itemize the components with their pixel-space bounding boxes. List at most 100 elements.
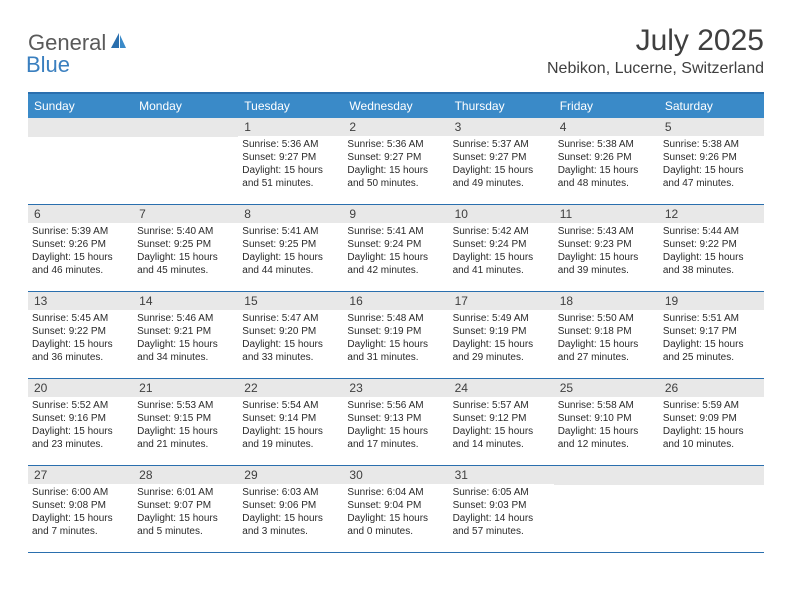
day-number: 23 [343, 379, 448, 397]
day-body: Sunrise: 5:56 AMSunset: 9:13 PMDaylight:… [343, 397, 448, 453]
day-cell: 25Sunrise: 5:58 AMSunset: 9:10 PMDayligh… [554, 379, 659, 465]
month-title: July 2025 [547, 24, 764, 58]
empty-daynum [659, 466, 764, 485]
weekday-thursday: Thursday [449, 94, 554, 118]
calendar-grid: SundayMondayTuesdayWednesdayThursdayFrid… [28, 92, 764, 553]
day-cell [28, 118, 133, 204]
day-body: Sunrise: 5:47 AMSunset: 9:20 PMDaylight:… [238, 310, 343, 366]
day-cell: 9Sunrise: 5:41 AMSunset: 9:24 PMDaylight… [343, 205, 448, 291]
day-cell: 30Sunrise: 6:04 AMSunset: 9:04 PMDayligh… [343, 466, 448, 552]
weekday-sunday: Sunday [28, 94, 133, 118]
day-body: Sunrise: 6:03 AMSunset: 9:06 PMDaylight:… [238, 484, 343, 540]
day-body: Sunrise: 5:39 AMSunset: 9:26 PMDaylight:… [28, 223, 133, 279]
day-body: Sunrise: 5:52 AMSunset: 9:16 PMDaylight:… [28, 397, 133, 453]
day-body: Sunrise: 6:05 AMSunset: 9:03 PMDaylight:… [449, 484, 554, 540]
day-number: 6 [28, 205, 133, 223]
day-number: 4 [554, 118, 659, 136]
day-body: Sunrise: 5:57 AMSunset: 9:12 PMDaylight:… [449, 397, 554, 453]
day-cell: 14Sunrise: 5:46 AMSunset: 9:21 PMDayligh… [133, 292, 238, 378]
day-number: 1 [238, 118, 343, 136]
day-cell: 20Sunrise: 5:52 AMSunset: 9:16 PMDayligh… [28, 379, 133, 465]
day-number: 22 [238, 379, 343, 397]
empty-daynum [28, 118, 133, 137]
day-number: 18 [554, 292, 659, 310]
day-cell: 8Sunrise: 5:41 AMSunset: 9:25 PMDaylight… [238, 205, 343, 291]
day-cell: 21Sunrise: 5:53 AMSunset: 9:15 PMDayligh… [133, 379, 238, 465]
title-block: July 2025 Nebikon, Lucerne, Switzerland [547, 24, 764, 78]
location-text: Nebikon, Lucerne, Switzerland [547, 60, 764, 78]
day-number: 20 [28, 379, 133, 397]
day-body: Sunrise: 5:50 AMSunset: 9:18 PMDaylight:… [554, 310, 659, 366]
weekday-header-row: SundayMondayTuesdayWednesdayThursdayFrid… [28, 94, 764, 118]
day-cell: 22Sunrise: 5:54 AMSunset: 9:14 PMDayligh… [238, 379, 343, 465]
day-number: 19 [659, 292, 764, 310]
day-number: 30 [343, 466, 448, 484]
logo-blue-wrap: Blue [28, 52, 70, 78]
day-cell: 1Sunrise: 5:36 AMSunset: 9:27 PMDaylight… [238, 118, 343, 204]
day-cell: 27Sunrise: 6:00 AMSunset: 9:08 PMDayligh… [28, 466, 133, 552]
day-body: Sunrise: 5:42 AMSunset: 9:24 PMDaylight:… [449, 223, 554, 279]
day-number: 28 [133, 466, 238, 484]
week-row: 20Sunrise: 5:52 AMSunset: 9:16 PMDayligh… [28, 379, 764, 466]
day-cell: 10Sunrise: 5:42 AMSunset: 9:24 PMDayligh… [449, 205, 554, 291]
header: General July 2025 Nebikon, Lucerne, Swit… [28, 24, 764, 78]
day-cell: 2Sunrise: 5:36 AMSunset: 9:27 PMDaylight… [343, 118, 448, 204]
day-body: Sunrise: 5:44 AMSunset: 9:22 PMDaylight:… [659, 223, 764, 279]
day-body: Sunrise: 5:41 AMSunset: 9:24 PMDaylight:… [343, 223, 448, 279]
day-number: 17 [449, 292, 554, 310]
day-cell: 6Sunrise: 5:39 AMSunset: 9:26 PMDaylight… [28, 205, 133, 291]
day-cell: 16Sunrise: 5:48 AMSunset: 9:19 PMDayligh… [343, 292, 448, 378]
day-number: 11 [554, 205, 659, 223]
day-body: Sunrise: 6:00 AMSunset: 9:08 PMDaylight:… [28, 484, 133, 540]
day-cell [659, 466, 764, 552]
day-body: Sunrise: 5:41 AMSunset: 9:25 PMDaylight:… [238, 223, 343, 279]
weekday-monday: Monday [133, 94, 238, 118]
day-cell: 26Sunrise: 5:59 AMSunset: 9:09 PMDayligh… [659, 379, 764, 465]
day-body: Sunrise: 5:45 AMSunset: 9:22 PMDaylight:… [28, 310, 133, 366]
empty-daynum [133, 118, 238, 137]
day-cell [554, 466, 659, 552]
day-body: Sunrise: 5:49 AMSunset: 9:19 PMDaylight:… [449, 310, 554, 366]
weekday-friday: Friday [554, 94, 659, 118]
day-cell [133, 118, 238, 204]
day-body: Sunrise: 5:46 AMSunset: 9:21 PMDaylight:… [133, 310, 238, 366]
day-body: Sunrise: 5:54 AMSunset: 9:14 PMDaylight:… [238, 397, 343, 453]
week-row: 27Sunrise: 6:00 AMSunset: 9:08 PMDayligh… [28, 466, 764, 553]
week-row: 6Sunrise: 5:39 AMSunset: 9:26 PMDaylight… [28, 205, 764, 292]
day-cell: 23Sunrise: 5:56 AMSunset: 9:13 PMDayligh… [343, 379, 448, 465]
day-cell: 28Sunrise: 6:01 AMSunset: 9:07 PMDayligh… [133, 466, 238, 552]
day-body: Sunrise: 6:01 AMSunset: 9:07 PMDaylight:… [133, 484, 238, 540]
day-body: Sunrise: 5:36 AMSunset: 9:27 PMDaylight:… [343, 136, 448, 192]
day-number: 8 [238, 205, 343, 223]
day-number: 27 [28, 466, 133, 484]
day-number: 15 [238, 292, 343, 310]
day-number: 29 [238, 466, 343, 484]
day-number: 7 [133, 205, 238, 223]
day-body: Sunrise: 6:04 AMSunset: 9:04 PMDaylight:… [343, 484, 448, 540]
day-body: Sunrise: 5:37 AMSunset: 9:27 PMDaylight:… [449, 136, 554, 192]
week-row: 13Sunrise: 5:45 AMSunset: 9:22 PMDayligh… [28, 292, 764, 379]
day-number: 3 [449, 118, 554, 136]
weeks-container: 1Sunrise: 5:36 AMSunset: 9:27 PMDaylight… [28, 118, 764, 553]
weekday-tuesday: Tuesday [238, 94, 343, 118]
day-number: 2 [343, 118, 448, 136]
day-number: 31 [449, 466, 554, 484]
day-cell: 18Sunrise: 5:50 AMSunset: 9:18 PMDayligh… [554, 292, 659, 378]
day-cell: 24Sunrise: 5:57 AMSunset: 9:12 PMDayligh… [449, 379, 554, 465]
day-number: 16 [343, 292, 448, 310]
day-cell: 11Sunrise: 5:43 AMSunset: 9:23 PMDayligh… [554, 205, 659, 291]
day-body: Sunrise: 5:43 AMSunset: 9:23 PMDaylight:… [554, 223, 659, 279]
day-cell: 7Sunrise: 5:40 AMSunset: 9:25 PMDaylight… [133, 205, 238, 291]
day-cell: 29Sunrise: 6:03 AMSunset: 9:06 PMDayligh… [238, 466, 343, 552]
day-number: 13 [28, 292, 133, 310]
day-cell: 13Sunrise: 5:45 AMSunset: 9:22 PMDayligh… [28, 292, 133, 378]
day-cell: 19Sunrise: 5:51 AMSunset: 9:17 PMDayligh… [659, 292, 764, 378]
day-number: 25 [554, 379, 659, 397]
day-number: 26 [659, 379, 764, 397]
day-cell: 4Sunrise: 5:38 AMSunset: 9:26 PMDaylight… [554, 118, 659, 204]
day-body: Sunrise: 5:36 AMSunset: 9:27 PMDaylight:… [238, 136, 343, 192]
day-number: 5 [659, 118, 764, 136]
day-cell: 5Sunrise: 5:38 AMSunset: 9:26 PMDaylight… [659, 118, 764, 204]
calendar-page: General July 2025 Nebikon, Lucerne, Swit… [0, 0, 792, 553]
day-number: 14 [133, 292, 238, 310]
